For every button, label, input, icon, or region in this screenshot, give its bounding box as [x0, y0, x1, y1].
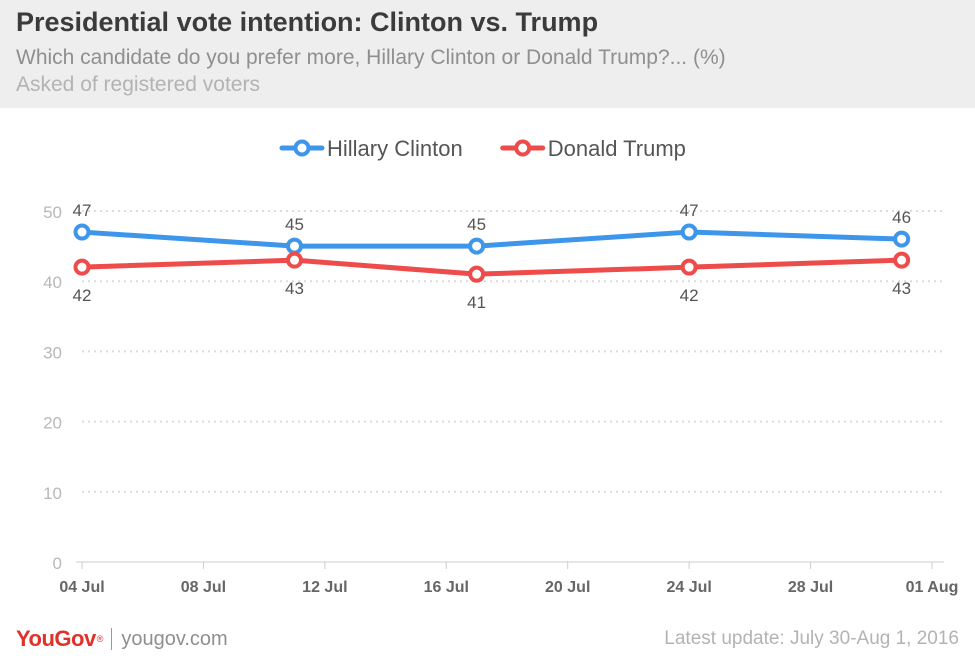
data-point-hillary-clinton-1	[286, 237, 303, 255]
legend-label-donald-trump: Donald Trump	[548, 136, 686, 161]
yougov-logo: YouGov	[16, 626, 96, 651]
legend-marker-hillary-clinton	[293, 139, 311, 157]
legend: Hillary Clinton Donald Trump	[279, 136, 686, 161]
data-labels: 47 45 45 47 46 42 43 41 42 43	[73, 201, 912, 312]
footer-brand: YouGov ® yougov.com	[16, 624, 228, 654]
data-label-hillary-clinton-2: 45	[467, 215, 486, 234]
data-point-hillary-clinton-3	[680, 223, 698, 241]
data-point-hillary-clinton-2	[468, 237, 486, 255]
chart-title: Presidential vote intention: Clinton vs.…	[16, 7, 599, 37]
data-point-donald-trump-0	[73, 258, 91, 276]
y-tick-label-40: 40	[43, 273, 62, 292]
x-tick-label-04-jul: 04 Jul	[59, 579, 104, 596]
y-tick-label-0: 0	[53, 554, 62, 573]
x-tick-label-08-jul: 08 Jul	[181, 579, 226, 596]
x-tick-label-16-jul: 16 Jul	[424, 579, 469, 596]
data-point-donald-trump-4	[893, 251, 911, 269]
grid	[82, 210, 944, 493]
data-label-donald-trump-4: 43	[892, 279, 911, 298]
chart-note: Asked of registered voters	[16, 73, 260, 96]
data-label-hillary-clinton-0: 47	[73, 201, 92, 220]
data-label-hillary-clinton-4: 46	[892, 208, 911, 227]
data-point-donald-trump-2	[468, 265, 486, 283]
series-layer	[73, 223, 911, 283]
legend-label-hillary-clinton: Hillary Clinton	[327, 136, 463, 161]
chart-subtitle: Which candidate do you prefer more, Hill…	[16, 46, 726, 69]
series-line-donald-trump	[79, 257, 905, 277]
data-point-donald-trump-3	[680, 258, 698, 276]
site-link[interactable]: yougov.com	[121, 627, 228, 650]
x-axis: 04 Jul 08 Jul 12 Jul 16 Jul 20 Jul 24 Jul 28 J…	[59, 561, 959, 596]
data-label-donald-trump-3: 42	[680, 286, 699, 305]
y-tick-label-20: 20	[43, 414, 62, 433]
data-point-hillary-clinton-0	[73, 223, 91, 241]
logo-registered-mark: ®	[96, 634, 104, 644]
legend-marker-donald-trump	[514, 139, 532, 157]
footer-divider	[111, 628, 113, 650]
data-label-donald-trump-0: 42	[73, 286, 92, 305]
x-tick-label-28-jul: 28 Jul	[788, 579, 833, 596]
y-axis: 0 10 20 30 40 50	[43, 203, 62, 573]
y-tick-label-10: 10	[43, 484, 62, 503]
x-tick-label-12-jul: 12 Jul	[302, 579, 347, 596]
data-label-hillary-clinton-1: 45	[285, 215, 304, 234]
data-point-donald-trump-1	[286, 251, 303, 269]
chart-header: Presidential vote intention: Clinton vs.…	[0, 0, 975, 108]
y-tick-label-50: 50	[43, 203, 62, 222]
x-tick-label-20-jul: 20 Jul	[545, 579, 590, 596]
data-point-hillary-clinton-4	[893, 230, 911, 248]
series-line-hillary-clinton	[79, 229, 905, 249]
data-label-hillary-clinton-3: 47	[680, 201, 699, 220]
x-tick-label-24-jul: 24 Jul	[666, 579, 711, 596]
y-tick-label-30: 30	[43, 343, 62, 362]
x-tick-label-01-aug: 01 Aug	[906, 579, 959, 596]
data-label-donald-trump-1: 43	[285, 279, 304, 298]
line-chart: Hillary Clinton Donald Trump 01020304050 …	[43, 136, 959, 596]
latest-update: Latest update: July 30-Aug 1, 2016	[664, 628, 959, 649]
data-label-donald-trump-2: 41	[467, 293, 486, 312]
